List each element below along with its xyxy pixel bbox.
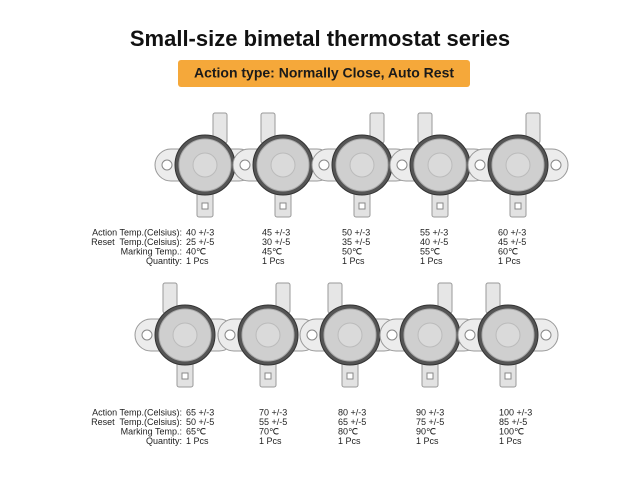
spec-value: 80℃ [338,426,358,436]
spec-value: 70℃ [259,426,279,436]
mount-hole [161,159,173,171]
thermostat [217,282,319,388]
spec-value: 30 +/-5 [262,237,290,247]
spec-value: 50 +/-3 [342,227,370,237]
thermostat [299,282,401,388]
spec-value: 55℃ [420,246,440,256]
spec-value: 1 Pcs [186,256,209,266]
badge: Action type: Normally Close, Auto Rest [194,65,454,81]
spec-value: 50 +/-5 [186,417,214,427]
spec-value: 1 Pcs [416,436,439,446]
thermostat [389,112,491,218]
terminal-hole [514,202,522,210]
disc-center [349,152,375,178]
spec-value: 65 +/-3 [186,407,214,417]
terminal-hole [279,202,287,210]
spec-value: 40 +/-5 [420,237,448,247]
mount-hole [141,329,153,341]
spec-value: 35 +/-5 [342,237,370,247]
spec-value: 60℃ [498,246,518,256]
title: Small-size bimetal thermostat series [130,26,510,51]
disc-center [417,322,443,348]
thermostat [467,112,569,218]
terminal-hole [504,372,512,380]
mount-hole [550,159,562,171]
disc-center [505,152,531,178]
disc-center [495,322,521,348]
spec-value: 45 +/-3 [262,227,290,237]
spec-value: 55 +/-5 [259,417,287,427]
terminal-hole [358,202,366,210]
spec-value: 90℃ [416,426,436,436]
spec-value: 100 +/-3 [499,407,532,417]
spec-value: 1 Pcs [499,436,522,446]
mount-hole [474,159,486,171]
mount-hole [540,329,552,341]
spec-value: 55 +/-3 [420,227,448,237]
disc-center [192,152,218,178]
mount-hole [318,159,330,171]
spec-value: 1 Pcs [186,436,209,446]
spec-value: 90 +/-3 [416,407,444,417]
spec-value: 1 Pcs [259,436,282,446]
spec-label: Reset Temp.(Celsius): [91,417,182,427]
mount-hole [306,329,318,341]
spec-label: Marking Temp.: [121,426,182,436]
thermostat [134,282,236,388]
spec-value: 1 Pcs [498,256,521,266]
mount-hole [239,159,251,171]
thermostat [232,112,334,218]
spec-value: 40℃ [186,246,206,256]
thermostat [311,112,413,218]
spec-value: 50℃ [342,246,362,256]
spec-label: Quantity: [146,436,182,446]
spec-value: 75 +/-5 [416,417,444,427]
spec-value: 45℃ [262,246,282,256]
disc-center [255,322,281,348]
mount-hole [224,329,236,341]
terminal-hole [426,372,434,380]
spec-value: 85 +/-5 [499,417,527,427]
mount-hole [386,329,398,341]
disc-center [172,322,198,348]
spec-label: Reset Temp.(Celsius): [91,237,182,247]
badge-box [178,60,470,87]
spec-value: 1 Pcs [420,256,443,266]
terminal-hole [181,372,189,380]
spec-label: Action Temp.(Celsius): [92,227,182,237]
mount-hole [464,329,476,341]
spec-value: 40 +/-3 [186,227,214,237]
disc-center [270,152,296,178]
spec-label: Marking Temp.: [121,246,182,256]
spec-value: 70 +/-3 [259,407,287,417]
spec-value: 65℃ [186,426,206,436]
thermostat [457,282,559,388]
spec-value: 25 +/-5 [186,237,214,247]
disc-center [427,152,453,178]
disc-center [337,322,363,348]
spec-value: 65 +/-5 [338,417,366,427]
terminal-hole [264,372,272,380]
spec-label: Quantity: [146,256,182,266]
spec-value: 60 +/-3 [498,227,526,237]
spec-value: 100℃ [499,426,524,436]
terminal-hole [436,202,444,210]
spec-value: 80 +/-3 [338,407,366,417]
spec-label: Action Temp.(Celsius): [92,407,182,417]
thermostat [154,112,256,218]
spec-value: 1 Pcs [342,256,365,266]
spec-value: 45 +/-5 [498,237,526,247]
spec-value: 1 Pcs [262,256,285,266]
terminal-hole [201,202,209,210]
terminal-hole [346,372,354,380]
mount-hole [396,159,408,171]
spec-value: 1 Pcs [338,436,361,446]
